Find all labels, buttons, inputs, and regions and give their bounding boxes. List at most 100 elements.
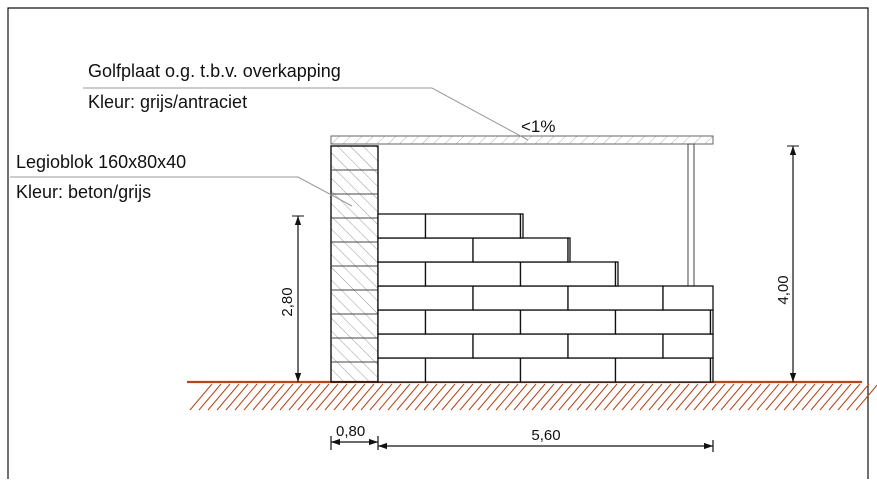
ground-hatch-stroke <box>477 383 501 411</box>
wall-block <box>662 333 714 359</box>
wall-block <box>472 285 569 311</box>
ground-hatch-stroke <box>423 383 447 411</box>
page-frame <box>7 7 869 479</box>
wall-block <box>377 237 474 263</box>
ground-hatch-stroke <box>585 383 609 411</box>
wall-block <box>614 357 712 383</box>
ground-hatch-stroke <box>684 383 708 411</box>
ground-hatch-stroke <box>297 383 321 411</box>
ground-hatch-stroke <box>243 383 267 411</box>
ground-hatch-stroke <box>495 383 519 411</box>
ground-hatch-stroke <box>729 383 753 411</box>
ground-hatch-stroke <box>792 383 816 411</box>
wall-block <box>519 309 617 335</box>
ground-hatch-stroke <box>648 383 672 411</box>
ground-hatch-stroke <box>558 383 582 411</box>
wall-height-dimension: 2,80 <box>279 215 304 382</box>
ground-hatch-stroke <box>738 383 762 411</box>
ground-hatch-stroke <box>513 383 537 411</box>
ground-hatch-stroke <box>369 383 393 411</box>
ground-hatch-stroke <box>468 383 492 411</box>
ground-hatch-stroke <box>765 383 789 411</box>
wall-block <box>377 285 474 311</box>
roof-color-label: Kleur: grijs/antraciet <box>88 92 247 112</box>
ground-hatch-stroke <box>360 383 384 411</box>
ground-hatch-stroke <box>405 383 429 411</box>
ground-hatching <box>189 383 877 411</box>
column-width-dimension: 0,80 <box>330 423 379 450</box>
wall-block <box>424 213 522 239</box>
ground-hatch-stroke <box>225 383 249 411</box>
ground-hatch-stroke <box>693 383 717 411</box>
ground-hatch-stroke <box>711 383 735 411</box>
ground-hatch-stroke <box>612 383 636 411</box>
ground-hatch-stroke <box>720 383 744 411</box>
wall-block <box>519 261 617 287</box>
ground-hatch-stroke <box>189 383 213 411</box>
ground-hatch-stroke <box>396 383 420 411</box>
wall-block <box>424 309 522 335</box>
wall-block <box>567 333 664 359</box>
wall-height-value: 2,80 <box>279 287 296 316</box>
ground-hatch-stroke <box>333 383 357 411</box>
wall-block <box>519 213 524 239</box>
wall-block <box>424 357 522 383</box>
total-height-value: 4,00 <box>775 275 792 304</box>
ground-hatch-stroke <box>414 383 438 411</box>
ground-hatch-stroke <box>747 383 771 411</box>
wall-length-value: 5,60 <box>531 427 560 444</box>
ground-hatch-stroke <box>810 383 834 411</box>
ground-hatch-stroke <box>261 383 285 411</box>
ground-hatch-stroke <box>675 383 699 411</box>
wall-block <box>377 333 474 359</box>
ground-hatch-stroke <box>576 383 600 411</box>
ground-hatch-stroke <box>504 383 528 411</box>
ground-hatch-stroke <box>486 383 510 411</box>
ground-hatch-stroke <box>216 383 240 411</box>
ground-hatch-stroke <box>549 383 573 411</box>
wall-block <box>614 261 619 287</box>
ground-hatch-stroke <box>198 383 222 411</box>
wall-block <box>709 357 714 383</box>
ground-hatch-stroke <box>702 383 726 411</box>
block-color-label: Kleur: beton/grijs <box>16 182 151 202</box>
ground-hatch-stroke <box>288 383 312 411</box>
wall-block <box>709 309 714 335</box>
ground-hatch-stroke <box>387 383 411 411</box>
ground-hatch-stroke <box>783 383 807 411</box>
ground-hatch-stroke <box>450 383 474 411</box>
ground-hatch-stroke <box>207 383 231 411</box>
ground-hatch-stroke <box>801 383 825 411</box>
ground-hatch-stroke <box>270 383 294 411</box>
ground-hatch-stroke <box>234 383 258 411</box>
ground-hatch-stroke <box>846 383 870 411</box>
wall-block <box>377 213 427 239</box>
ground-hatch-stroke <box>603 383 627 411</box>
ground-hatch-stroke <box>828 383 852 411</box>
ground-hatch-stroke <box>459 383 483 411</box>
block-title-label: Legioblok 160x80x40 <box>16 152 186 172</box>
wall-block <box>472 237 569 263</box>
wall-block <box>377 261 427 287</box>
ground-hatch-stroke <box>378 383 402 411</box>
ground-hatch-stroke <box>432 383 456 411</box>
ground-hatch-stroke <box>441 383 465 411</box>
block-wall <box>377 213 714 383</box>
wall-block <box>519 357 617 383</box>
ground-hatch-stroke <box>567 383 591 411</box>
roof-title-label: Golfplaat o.g. t.b.v. overkapping <box>88 61 341 81</box>
ground-hatch-stroke <box>621 383 645 411</box>
wall-block <box>662 285 714 311</box>
ground-hatch-stroke <box>306 383 330 411</box>
ground-hatch-stroke <box>540 383 564 411</box>
wall-length-dimension: 5,60 <box>378 427 714 452</box>
ground-hatch-stroke <box>531 383 555 411</box>
ground-hatch-stroke <box>279 383 303 411</box>
wall-block <box>377 357 427 383</box>
roof-sheet <box>330 135 714 145</box>
ground-hatch-stroke <box>324 383 348 411</box>
wall-block <box>567 285 664 311</box>
block-leader-line <box>10 176 353 207</box>
